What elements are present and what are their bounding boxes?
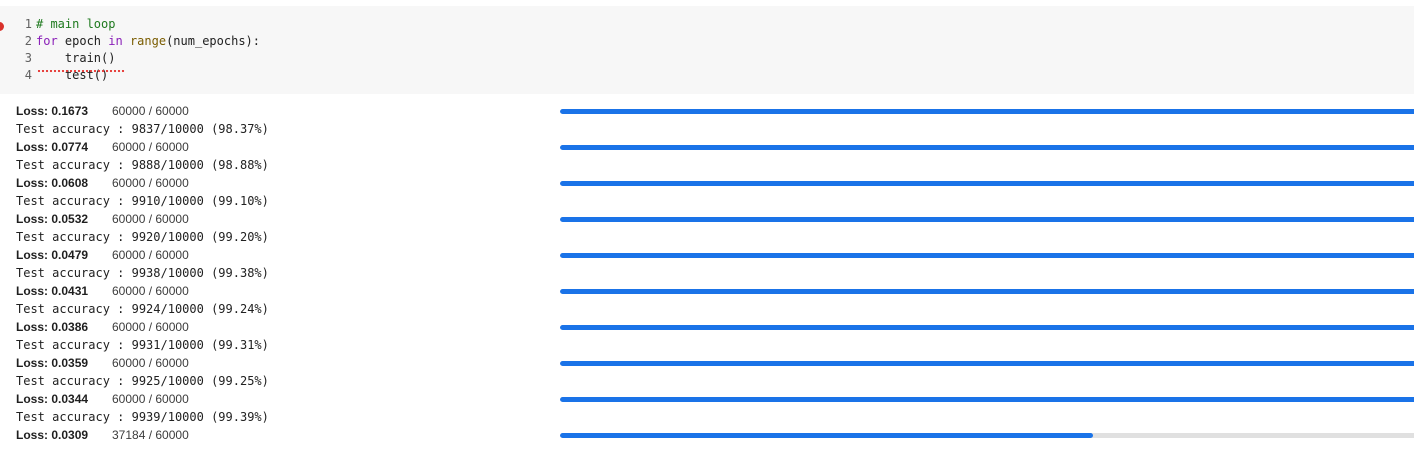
code-keyword-for: for <box>36 34 58 48</box>
test-accuracy-text: Test accuracy : 9910/10000 (99.10%) <box>16 194 269 208</box>
code-cell[interactable]: 1 # main loop 2 for epoch in range(num_epo… <box>0 6 1414 94</box>
progress-bar <box>560 145 1414 150</box>
code-keyword-in: in <box>108 34 123 48</box>
progress-row: Loss: 0.0309 37184 / 60000 <box>0 426 1414 444</box>
progress-bar-fill <box>560 325 1414 330</box>
progress-row: Loss: 0.0344 60000 / 60000 <box>0 390 1414 408</box>
progress-bar-fill <box>560 397 1414 402</box>
loss-label: Loss: 0.0532 <box>16 212 89 226</box>
progress-row: Loss: 0.0359 60000 / 60000 <box>0 354 1414 372</box>
code-line-1[interactable]: 1 # main loop <box>16 16 116 33</box>
accuracy-row: Test accuracy : 9924/10000 (99.24%) <box>0 300 1414 318</box>
progress-bar <box>560 289 1414 294</box>
sample-count: 60000 / 60000 <box>112 248 189 262</box>
loss-label: Loss: 0.0774 <box>16 140 89 154</box>
progress-bar-fill <box>560 361 1414 366</box>
accuracy-row: Test accuracy : 9931/10000 (99.31%) <box>0 336 1414 354</box>
progress-row: Loss: 0.1673 60000 / 60000 <box>0 102 1414 120</box>
loss-label: Loss: 0.1673 <box>16 104 89 118</box>
line-number: 1 <box>24 17 32 31</box>
line-number: 4 <box>24 68 32 82</box>
code-comment: # main loop <box>36 17 116 31</box>
progress-row: Loss: 0.0431 60000 / 60000 <box>0 282 1414 300</box>
accuracy-row: Test accuracy : 9939/10000 (99.39%) <box>0 408 1414 426</box>
lint-warning-squiggle <box>37 70 125 73</box>
test-accuracy-text: Test accuracy : 9837/10000 (98.37%) <box>16 122 269 136</box>
progress-row: Loss: 0.0774 60000 / 60000 <box>0 138 1414 156</box>
progress-bar <box>560 217 1414 222</box>
progress-bar <box>560 181 1414 186</box>
sample-count: 60000 / 60000 <box>112 176 189 190</box>
sample-count: 60000 / 60000 <box>112 356 189 370</box>
accuracy-row: Test accuracy : 9920/10000 (99.20%) <box>0 228 1414 246</box>
sample-count: 60000 / 60000 <box>112 392 189 406</box>
code-line-2[interactable]: 2 for epoch in range(num_epochs): <box>16 33 260 50</box>
progress-row: Loss: 0.0479 60000 / 60000 <box>0 246 1414 264</box>
sample-count: 60000 / 60000 <box>112 212 189 226</box>
code-line-3[interactable]: 3 train() <box>16 50 116 67</box>
sample-count: 60000 / 60000 <box>112 284 189 298</box>
sample-count: 37184 / 60000 <box>112 428 189 442</box>
code-builtin-range: range <box>129 34 167 48</box>
test-accuracy-text: Test accuracy : 9938/10000 (99.38%) <box>16 266 269 280</box>
progress-bar-fill <box>560 217 1414 222</box>
progress-bar <box>560 397 1414 402</box>
accuracy-row: Test accuracy : 9938/10000 (99.38%) <box>0 264 1414 282</box>
progress-bar <box>560 325 1414 330</box>
loss-label: Loss: 0.0431 <box>16 284 89 298</box>
sample-count: 60000 / 60000 <box>112 104 189 118</box>
cell-error-indicator-icon <box>0 22 4 31</box>
test-accuracy-text: Test accuracy : 9920/10000 (99.20%) <box>16 230 269 244</box>
accuracy-row: Test accuracy : 9910/10000 (99.10%) <box>0 192 1414 210</box>
code-text: epoch <box>57 34 109 48</box>
sample-count: 60000 / 60000 <box>112 320 189 334</box>
progress-bar <box>560 433 1414 438</box>
loss-label: Loss: 0.0359 <box>16 356 89 370</box>
progress-bar-fill <box>560 145 1414 150</box>
loss-label: Loss: 0.0344 <box>16 392 89 406</box>
progress-bar-fill <box>560 289 1414 294</box>
line-number: 2 <box>24 34 32 48</box>
test-accuracy-text: Test accuracy : 9888/10000 (98.88%) <box>16 158 269 172</box>
loss-label: Loss: 0.0386 <box>16 320 89 334</box>
line-number: 3 <box>24 51 32 65</box>
progress-row: Loss: 0.0532 60000 / 60000 <box>0 210 1414 228</box>
progress-row: Loss: 0.0386 60000 / 60000 <box>0 318 1414 336</box>
progress-row: Loss: 0.0608 60000 / 60000 <box>0 174 1414 192</box>
test-accuracy-text: Test accuracy : 9931/10000 (99.31%) <box>16 338 269 352</box>
cell-output: Loss: 0.1673 60000 / 60000 Test accuracy :… <box>0 102 1414 444</box>
accuracy-row: Test accuracy : 9888/10000 (98.88%) <box>0 156 1414 174</box>
loss-label: Loss: 0.0479 <box>16 248 89 262</box>
progress-bar <box>560 253 1414 258</box>
sample-count: 60000 / 60000 <box>112 140 189 154</box>
progress-bar <box>560 109 1414 114</box>
progress-bar <box>560 361 1414 366</box>
progress-bar-fill <box>560 433 1093 438</box>
progress-bar-fill <box>560 253 1414 258</box>
test-accuracy-text: Test accuracy : 9924/10000 (99.24%) <box>16 302 269 316</box>
code-text: (num_epochs): <box>166 34 260 48</box>
loss-label: Loss: 0.0608 <box>16 176 89 190</box>
code-space <box>123 34 130 48</box>
progress-bar-fill <box>560 181 1414 186</box>
accuracy-row: Test accuracy : 9837/10000 (98.37%) <box>0 120 1414 138</box>
test-accuracy-text: Test accuracy : 9939/10000 (99.39%) <box>16 410 269 424</box>
test-accuracy-text: Test accuracy : 9925/10000 (99.25%) <box>16 374 269 388</box>
loss-label: Loss: 0.0309 <box>16 428 89 442</box>
accuracy-row: Test accuracy : 9925/10000 (99.25%) <box>0 372 1414 390</box>
progress-bar-fill <box>560 109 1414 114</box>
code-text: train() <box>36 51 116 65</box>
